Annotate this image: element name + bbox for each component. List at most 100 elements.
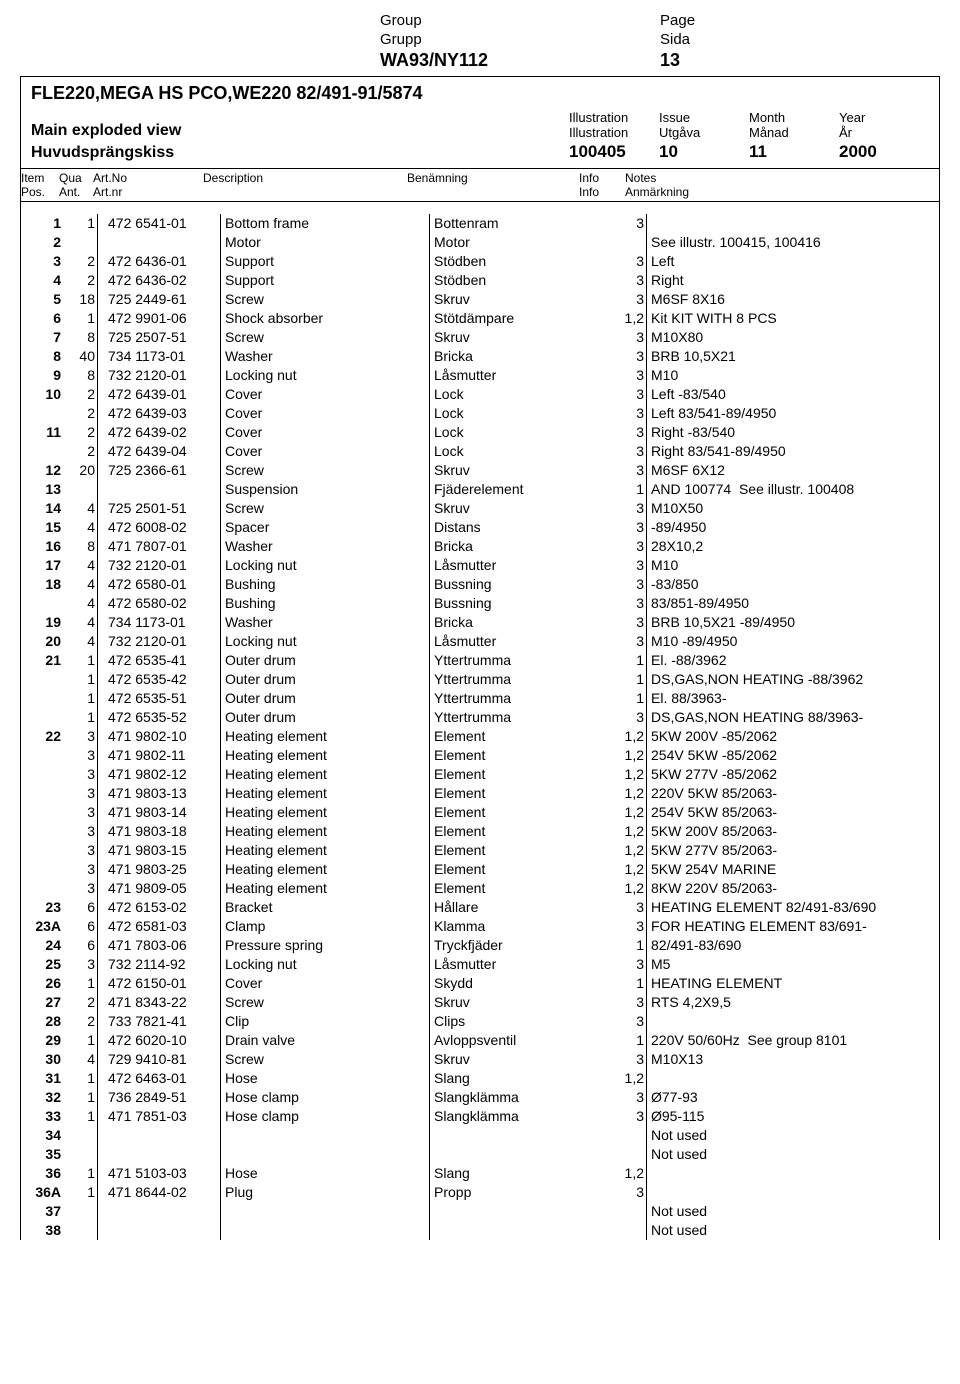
cell-item: 3 [21,252,63,271]
cell-artno: 472 6580-02 [98,594,221,613]
cell-qua: 2 [63,423,98,442]
cell-ben: Motor [430,233,607,252]
cell-artno: 472 6153-02 [98,898,221,917]
cell-item: 30 [21,1050,63,1069]
cell-qua: 40 [63,347,98,366]
table-row: 321736 2849-51Hose clampSlangklämma3Ø77-… [21,1088,939,1107]
cell-notes: 220V 50/60Hz See group 8101 [647,1031,940,1050]
cell-ben: Element [430,803,607,822]
cell-item: 34 [21,1126,63,1145]
table-row: 3471 9809-05Heating elementElement1,28KW… [21,879,939,898]
cell-item: 38 [21,1221,63,1240]
cell-info: 3 [606,917,647,936]
cell-notes: Not used [647,1202,940,1221]
cell-info [606,1126,647,1145]
cell-item: 23A [21,917,63,936]
cell-info: 3 [606,328,647,347]
table-row: 1472 6535-51Outer drumYttertrumma1El. 88… [21,689,939,708]
cell-artno: 472 6008-02 [98,518,221,537]
cell-desc: Outer drum [221,689,430,708]
table-row: 282733 7821-41ClipClips3 [21,1012,939,1031]
cell-artno: 725 2501-51 [98,499,221,518]
cell-notes: M10X50 [647,499,940,518]
cell-notes: 5KW 200V -85/2062 [647,727,940,746]
table-row: 236472 6153-02BracketHållare3HEATING ELE… [21,898,939,917]
cell-info: 1,2 [606,1164,647,1183]
cell-qua: 8 [63,366,98,385]
cell-item: 12 [21,461,63,480]
cell-info: 1 [606,936,647,955]
cell-info: 1,2 [606,765,647,784]
page: Group Grupp WA93/NY112 Page Sida 13 FLE2… [0,0,960,1260]
cell-desc: Bracket [221,898,430,917]
cell-item: 27 [21,993,63,1012]
cell-desc: Bushing [221,594,430,613]
cell-desc: Screw [221,1050,430,1069]
table-row: 331471 7851-03Hose clampSlangklämma3Ø95-… [21,1107,939,1126]
main-title-en: Main exploded view [31,122,569,140]
table-row: 38Not used [21,1221,939,1240]
cell-item: 17 [21,556,63,575]
cell-notes: Left [647,252,940,271]
cell-desc: Hose clamp [221,1107,430,1126]
cell-qua: 1 [63,214,98,233]
table-row: 361471 5103-03HoseSlang1,2 [21,1164,939,1183]
cell-notes: Not used [647,1126,940,1145]
cell-item [21,841,63,860]
table-row: 98732 2120-01Locking nutLåsmutter3M10 [21,366,939,385]
cell-desc: Heating element [221,879,430,898]
table-row: 211472 6535-41Outer drumYttertrumma1El. … [21,651,939,670]
cell-desc: Heating element [221,822,430,841]
product-line: FLE220,MEGA HS PCO,WE220 82/491-91/5874 [31,83,929,104]
cell-item: 35 [21,1145,63,1164]
cell-qua: 18 [63,290,98,309]
table-row: 23A6472 6581-03ClampKlamma3FOR HEATING E… [21,917,939,936]
cell-notes: El. 88/3963- [647,689,940,708]
cell-ben: Hållare [430,898,607,917]
cell-qua [63,1145,98,1164]
table-row: 61472 9901-06Shock absorberStötdämpare1,… [21,309,939,328]
cell-desc: Screw [221,993,430,1012]
cell-qua: 3 [63,879,98,898]
cell-info: 3 [606,518,647,537]
group-label-en: Group [380,12,660,31]
cell-desc: Cover [221,442,430,461]
cell-qua: 2 [63,993,98,1012]
cell-artno: 732 2114-92 [98,955,221,974]
cell-artno: 471 9803-15 [98,841,221,860]
cell-item [21,822,63,841]
table-row: 184472 6580-01BushingBussning3-83/850 [21,575,939,594]
cell-qua: 1 [63,689,98,708]
table-row: 3471 9803-13Heating elementElement1,2220… [21,784,939,803]
cell-desc: Heating element [221,746,430,765]
table-row: 253732 2114-92Locking nutLåsmutter3M5 [21,955,939,974]
cell-desc: Locking nut [221,366,430,385]
cell-desc: Heating element [221,765,430,784]
cell-item [21,708,63,727]
year-label-sv: År [839,125,929,140]
cell-item [21,442,63,461]
cell-desc: Bushing [221,575,430,594]
cell-info: 1 [606,670,647,689]
cell-artno: 725 2449-61 [98,290,221,309]
cell-artno: 471 9803-18 [98,822,221,841]
table-row: 1220725 2366-61ScrewSkruv3M6SF 6X12 [21,461,939,480]
issue-value: 10 [659,142,749,162]
cell-artno: 471 9809-05 [98,879,221,898]
cell-qua: 1 [63,974,98,993]
cell-ben: Stötdämpare [430,309,607,328]
cell-ben: Element [430,727,607,746]
table-row: 261472 6150-01CoverSkydd1HEATING ELEMENT [21,974,939,993]
cell-ben: Propp [430,1183,607,1202]
cell-artno: 733 7821-41 [98,1012,221,1031]
cell-desc: Washer [221,537,430,556]
cell-notes: Not used [647,1145,940,1164]
cell-artno: 471 5103-03 [98,1164,221,1183]
cell-notes: See illustr. 100415, 100416 [647,233,940,252]
cell-notes: 28X10,2 [647,537,940,556]
cell-notes: Right 83/541-89/4950 [647,442,940,461]
cell-ben: Element [430,860,607,879]
cell-ben: Element [430,784,607,803]
cell-ben: Bussning [430,575,607,594]
month-label-sv: Månad [749,125,839,140]
